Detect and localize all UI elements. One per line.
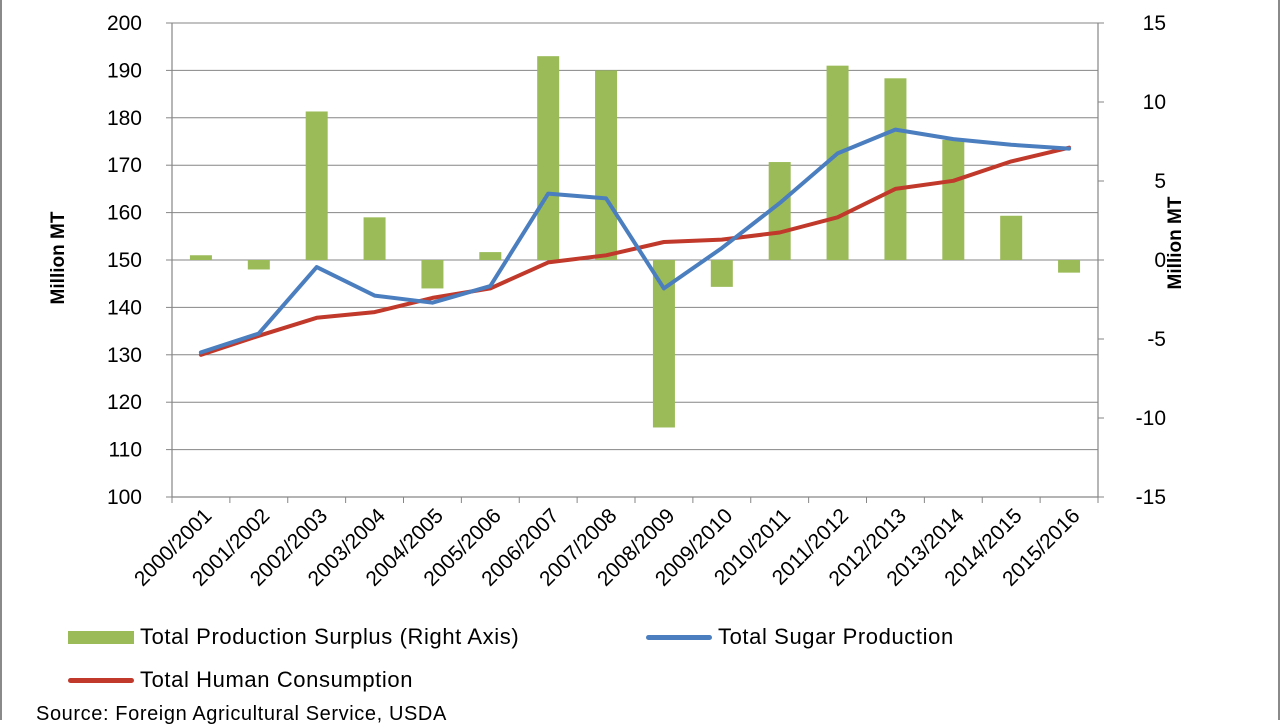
frame-border-left: [0, 0, 2, 720]
bar-surplus-12: [884, 78, 907, 260]
right-tick-label-1: -10: [1136, 407, 1166, 430]
right-tick-label-4: 5: [1154, 170, 1166, 193]
left-axis-ticks: 100 110 120 130 140 150 160 170 180 190 200: [107, 12, 142, 509]
left-tick-label-1: 110: [109, 439, 142, 462]
bar-surplus-9: [710, 260, 733, 287]
bar-surplus-5: [479, 252, 502, 260]
right-tick-label-6: 15: [1143, 12, 1166, 35]
left-tick-label-4: 140: [107, 296, 142, 319]
bar-surplus-1: [247, 260, 270, 270]
legend-swatch-surplus: [68, 630, 134, 644]
left-tick-label-7: 170: [107, 154, 142, 177]
bar-surplus-6: [537, 56, 560, 261]
right-tick-label-5: 10: [1143, 91, 1166, 114]
frame-border-right: [1278, 0, 1280, 720]
bar-surplus-0: [189, 255, 212, 260]
left-axis-title: Million MT: [48, 211, 69, 304]
right-tick-label-2: -5: [1147, 328, 1166, 351]
left-tick-label-3: 130: [107, 344, 142, 367]
source-note: Source: Foreign Agricultural Service, US…: [36, 703, 447, 725]
right-axis-ticks: -15 -10 -5 0 5 10 15: [1136, 12, 1166, 509]
bar-surplus-13: [942, 139, 965, 260]
left-tick-label-8: 180: [107, 107, 142, 130]
right-axis-title: Million MT: [1165, 196, 1186, 289]
left-tick-label-5: 150: [107, 249, 142, 272]
bar-surplus-7: [595, 70, 618, 261]
legend-label-consumption: Total Human Consumption: [140, 667, 414, 692]
right-tick-label-3: 0: [1154, 249, 1166, 272]
left-tick-label-2: 120: [107, 391, 142, 414]
surplus-bars: [189, 56, 1081, 428]
bar-surplus-11: [826, 65, 849, 260]
line-human-consumption: [198, 145, 1072, 357]
left-tick-label-6: 160: [107, 202, 142, 225]
bar-surplus-3: [363, 217, 386, 260]
bar-surplus-14: [1000, 215, 1023, 260]
bar-surplus-8: [652, 260, 675, 428]
bar-surplus-4: [421, 260, 444, 289]
left-tick-label-0: 100: [107, 486, 142, 509]
legend-item-consumption[interactable]: Total Human Consumption: [68, 667, 413, 693]
legend-item-production[interactable]: Total Sugar Production: [646, 624, 954, 650]
left-tick-label-9: 190: [107, 59, 142, 82]
axes: [166, 22, 1104, 503]
legend-label-surplus: Total Production Surplus (Right Axis): [140, 624, 520, 649]
series-lines: [198, 127, 1072, 357]
left-tick-label-10: 200: [107, 12, 142, 35]
bar-surplus-2: [305, 111, 328, 260]
legend-swatch-production: [646, 634, 712, 640]
bar-surplus-10: [768, 162, 791, 260]
legend-item-surplus[interactable]: Total Production Surplus (Right Axis): [68, 624, 519, 650]
line-sugar-production: [198, 127, 1072, 355]
right-tick-label-0: -15: [1136, 486, 1166, 509]
legend-swatch-consumption: [68, 677, 134, 683]
bar-surplus-15: [1058, 260, 1081, 273]
legend-label-production: Total Sugar Production: [718, 624, 954, 649]
x-axis-ticks: 2000/20012001/20022002/20032003/20042004…: [130, 504, 1085, 591]
